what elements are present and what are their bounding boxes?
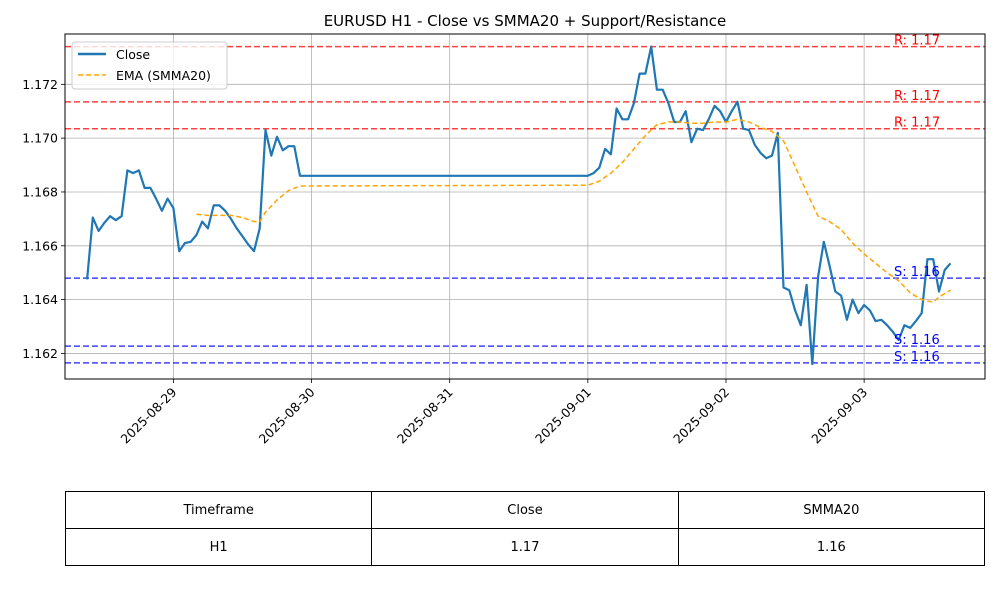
support-label: S: 1.16 [894,350,940,365]
resistance-label: R: 1.17 [894,89,940,104]
resistance-label: R: 1.17 [894,116,940,131]
smma-series-line [196,118,951,304]
x-tick-label: 2025-09-02 [670,385,732,447]
legend: Close EMA (SMMA20) [71,41,228,90]
y-tick-label: 1.168 [22,184,58,199]
resistance-label: R: 1.17 [894,34,940,49]
summary-table: Timeframe Close SMMA20 H1 1.17 1.16 [64,491,986,566]
table-cell: H1 [64,528,373,566]
axis-ticks: 2025-08-29 2025-08-30 2025-08-31 2025-09-01… [22,77,870,447]
support-label: S: 1.16 [894,333,940,348]
table-row: H1 1.17 1.16 [64,528,986,566]
chart: EURUSD H1 - Close vs SMMA20 + Support/Re… [22,12,986,447]
y-tick-label: 1.162 [22,346,58,361]
y-tick-label: 1.166 [22,238,58,253]
legend-box [71,41,228,90]
series-lines [86,45,952,366]
x-tick-label: 2025-08-31 [394,385,456,447]
level-labels: R: 1.17 R: 1.17 R: 1.17 S: 1.16 S: 1.16 S: 1.… [894,34,940,365]
table-header-cell: Close [371,491,679,529]
y-tick-label: 1.164 [22,292,58,307]
table-cell: 1.16 [677,528,986,566]
table-header-row: Timeframe Close SMMA20 [64,491,986,529]
legend-close-label: Close [116,47,150,62]
y-tick-label: 1.170 [22,131,58,146]
table-header-cell: SMMA20 [677,491,986,529]
x-tick-label: 2025-09-03 [808,385,870,447]
plot-frame [64,33,986,380]
table-cell: 1.17 [371,528,679,566]
support-resistance-lines [65,45,985,364]
table-header-cell: Timeframe [64,491,373,529]
x-tick-label: 2025-08-30 [256,384,318,446]
close-series-line [86,45,952,366]
x-tick-label: 2025-09-01 [532,385,594,447]
x-tick-label: 2025-08-29 [118,384,180,446]
y-tick-label: 1.172 [22,77,58,92]
support-label: S: 1.16 [894,265,940,280]
chart-title: EURUSD H1 - Close vs SMMA20 + Support/Re… [324,12,727,30]
legend-smma-label: EMA (SMMA20) [116,68,211,83]
